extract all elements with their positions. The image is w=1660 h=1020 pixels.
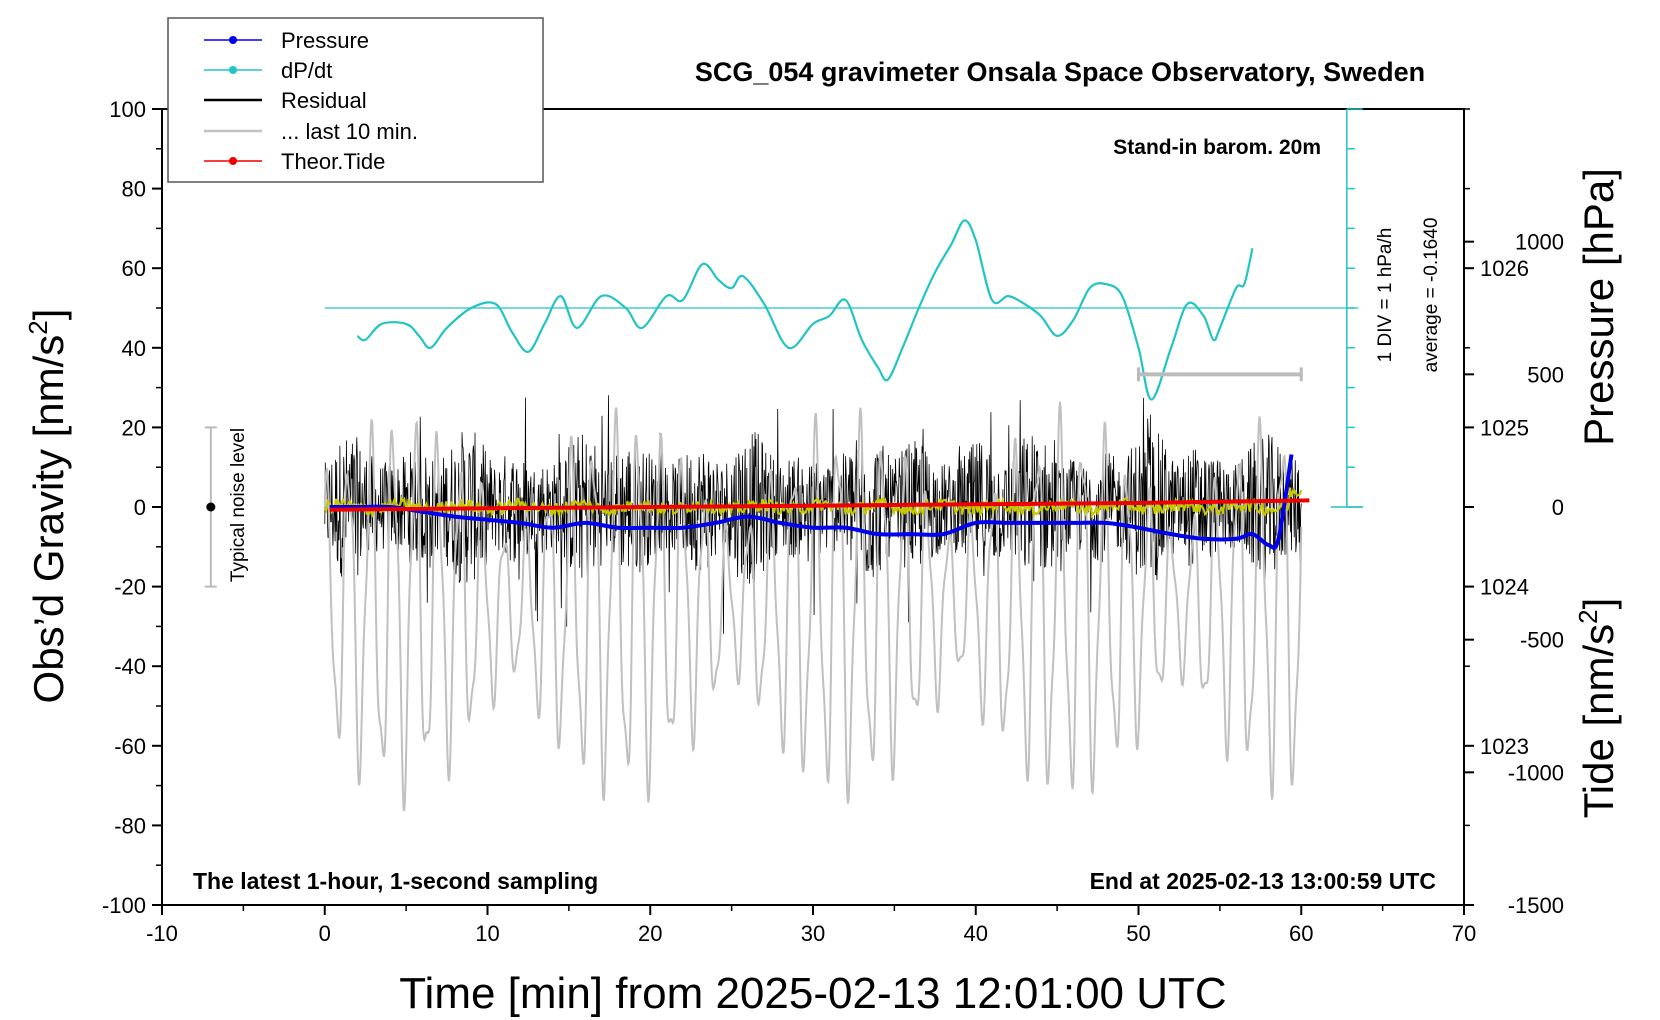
dpdt-series [356,219,1254,401]
y-tick-label-9: 80 [122,177,146,202]
x-tick-label-8: 70 [1452,921,1476,946]
legend-marker-dpdt [229,66,237,74]
legend-label-pressure: Pressure [281,28,369,53]
y-tick-label-5: 0 [134,495,146,520]
dpdt-div-note: 1 DIV = 1 hPa/h [1375,228,1396,363]
y-axis-tide: -1500 -1000 -500 0 500 1000 [1464,230,1564,918]
dpdt-average-note: average = -0.1640 [1421,218,1442,373]
x-tick-label-2: 10 [475,921,499,946]
y-tick-label-4: -20 [114,575,146,600]
y-tide-label-close: ] [1575,598,1622,610]
legend-item-residual: Residual [204,88,367,113]
y-left-label-sup: 2 [23,320,53,334]
y-axis-tide-label: Tide [nm/s2] [1573,598,1622,819]
x-tick-label-4: 30 [801,921,825,946]
legend-label-residual: Residual [281,88,367,113]
x-tick-label-0: -10 [146,921,178,946]
x-tick-label-7: 60 [1289,921,1313,946]
tide-tick-label-0: -1500 [1508,893,1564,918]
y-tide-label-sup: 2 [1573,609,1603,623]
tide-tick-label-2: -500 [1520,628,1564,653]
x-tick-label-5: 40 [964,921,988,946]
pressure-tick-label-0: 1023 [1480,734,1529,759]
last-10-min-line [323,401,1303,812]
theor-tide-series [329,498,1310,512]
y-tick-label-7: 40 [122,336,146,361]
legend-marker-pressure [229,36,237,44]
chart-annotations-marks [204,367,1303,588]
legend-label-last10: ... last 10 min. [281,119,418,144]
end-time-note: End at 2025-02-13 13:00:59 UTC [1090,868,1436,894]
latest-sampling-note: The latest 1-hour, 1-second sampling [193,868,598,894]
tide-tick-label-4: 500 [1527,362,1564,387]
y-tide-label-text: Tide [nm/s [1575,624,1622,819]
pressure-series [329,454,1294,550]
tide-tick-label-1: -1000 [1508,760,1564,785]
pressure-line [329,454,1294,550]
pressure-tick-label-1: 1024 [1480,575,1529,600]
legend-item-last10: ... last 10 min. [204,119,418,144]
y-tick-label-0: -100 [102,893,146,918]
y-tick-label-2: -60 [114,734,146,759]
y-axis-left: -100 -80 -60 -40 -20 0 20 40 60 80 100 [102,97,162,918]
y-left-label-close: ] [25,309,72,321]
legend-item-tide: Theor.Tide [204,149,385,174]
theor-tide-line [329,498,1310,512]
legend-label-dpdt: dP/dt [281,58,332,83]
y-tick-label-6: 20 [122,415,146,440]
y-tick-label-8: 60 [122,256,146,281]
dpdt-line [356,219,1254,401]
pressure-tick-label-2: 1025 [1480,415,1529,440]
legend-item-pressure: Pressure [204,28,369,53]
x-axis-label: Time [min] from 2025-02-13 12:01:00 UTC [399,969,1226,1018]
x-tick-label-1: 0 [319,921,331,946]
stand-in-note: Stand-in barom. 20m [1113,136,1321,159]
legend-marker-tide [229,157,237,165]
pressure-tick-label-3: 1026 [1480,256,1529,281]
last-10-min-series [323,401,1303,812]
legend: Pressure dP/dt Residual ... last 10 min.… [167,17,544,183]
y-axis-pressure: 1023 1024 1025 1026 [1464,108,1529,906]
x-axis: -10 0 10 20 30 40 50 60 70 [146,905,1476,946]
dpdt-scale-axis [324,108,1363,508]
y-tick-label-3: -40 [114,654,146,679]
y-axis-pressure-label: Pressure [hPa] [1575,168,1622,446]
x-tick-label-3: 20 [638,921,662,946]
legend-label-tide: Theor.Tide [281,149,385,174]
x-tick-label-6: 50 [1126,921,1150,946]
legend-item-dpdt: dP/dt [204,58,332,83]
noise-bar-center-dot [206,502,216,512]
tide-tick-label-5: 1000 [1515,230,1564,255]
tide-tick-label-3: 0 [1552,495,1564,520]
y-axis-left-label: Obs’d Gravity [nm/s2] [23,309,72,704]
y-tick-label-1: -80 [114,813,146,838]
noise-level-note: Typical noise level [228,428,249,582]
y-tick-label-10: 100 [109,97,146,122]
y-left-label-text: Obs’d Gravity [nm/s [25,335,72,704]
chart-title: SCG_054 gravimeter Onsala Space Observat… [695,57,1425,87]
